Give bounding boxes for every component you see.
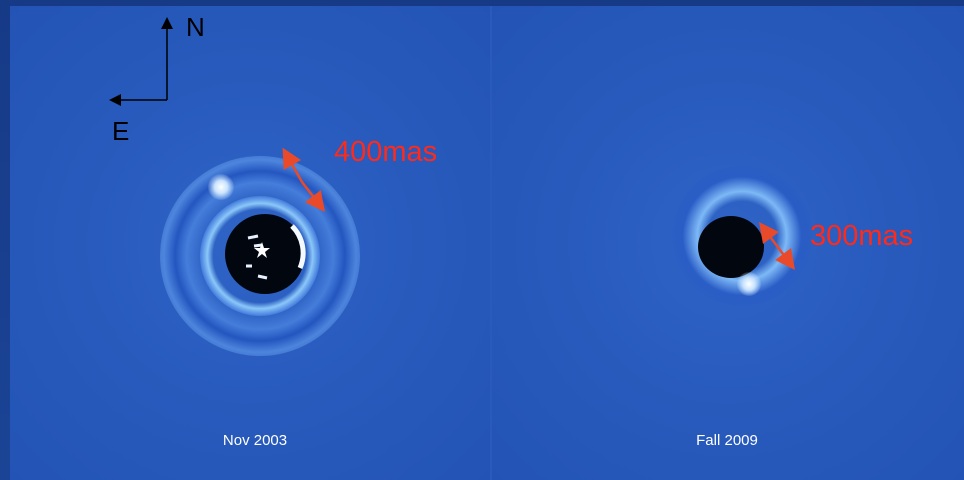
separation-arrow-2003 [302, 182, 322, 208]
compass-east-label: E [112, 116, 129, 147]
separation-label-2009: 300mas [810, 220, 913, 253]
separation-label-2003: 400mas [334, 136, 437, 169]
compass-north-label: N [186, 12, 205, 43]
separation-arrow-2009 [777, 246, 792, 266]
separation-arrow-2003 [285, 152, 302, 182]
separation-arrow-2009 [762, 226, 777, 246]
